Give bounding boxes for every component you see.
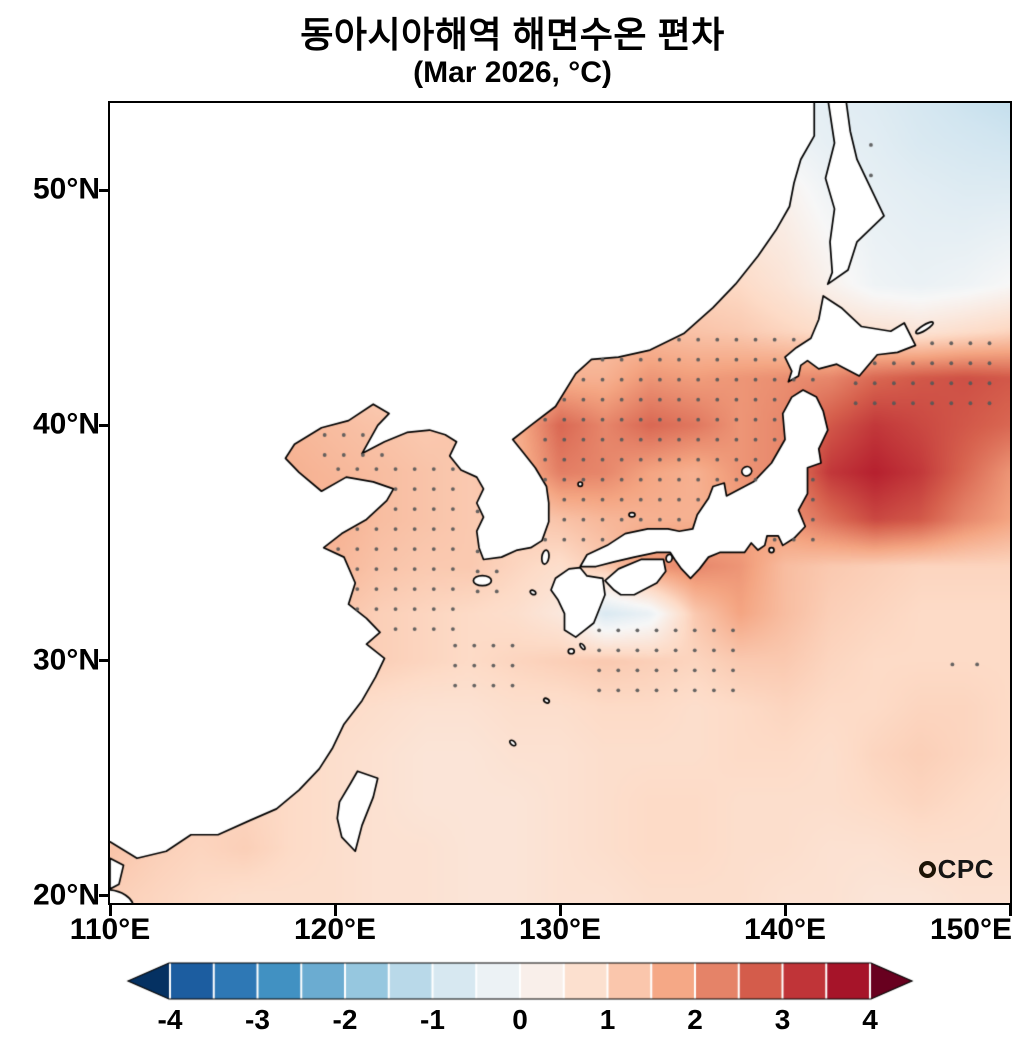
ocpc-logo-text: CPC — [937, 854, 994, 884]
colorbar-tick-label-0: 0 — [512, 1004, 528, 1035]
colorbar-canvas — [125, 957, 915, 1005]
map-area: CPC — [108, 101, 1012, 905]
x-axis-label-140: 140°E — [743, 913, 827, 946]
x-axis-tick-mark — [108, 905, 112, 916]
x-axis-tick-mark — [783, 905, 787, 916]
cpc-emblem-icon — [918, 861, 936, 878]
y-axis-label-30: 30°N — [32, 642, 100, 676]
colorbar-tick-label-1: 1 — [599, 1004, 616, 1035]
x-axis-tick-mark — [1008, 905, 1012, 916]
x-axis-tick-mark — [558, 905, 562, 916]
x-axis-label-130: 130°E — [518, 913, 602, 946]
y-axis-label-50: 50°N — [32, 172, 100, 206]
colorbar-tick-label--1: -1 — [420, 1004, 445, 1035]
colorbar-tick-label-2: 2 — [687, 1004, 703, 1035]
colorbar-tick-label--2: -2 — [332, 1004, 358, 1035]
x-axis-label-150: 150°E — [929, 913, 1012, 946]
x-axis-label-110: 110°E — [69, 913, 151, 946]
ocpc-logo: CPC — [918, 854, 994, 885]
y-axis-label-40: 40°N — [32, 407, 100, 441]
colorbar-tick-label--4: -4 — [157, 1004, 183, 1035]
x-axis-tick-mark — [333, 905, 337, 916]
figure-subtitle: (Mar 2026, °C) — [413, 56, 612, 89]
colorbar-tick-label--3: -3 — [245, 1004, 270, 1035]
y-axis-label-20: 20°N — [32, 878, 100, 912]
colorbar-tick-label-4: 4 — [862, 1004, 878, 1035]
figure-title: 동아시아해역 해면수온 편차 — [300, 14, 725, 55]
x-axis-label-120: 120°E — [293, 913, 377, 946]
sst-anomaly-map-canvas — [110, 103, 1010, 903]
colorbar-tick-label-3: 3 — [774, 1004, 791, 1035]
